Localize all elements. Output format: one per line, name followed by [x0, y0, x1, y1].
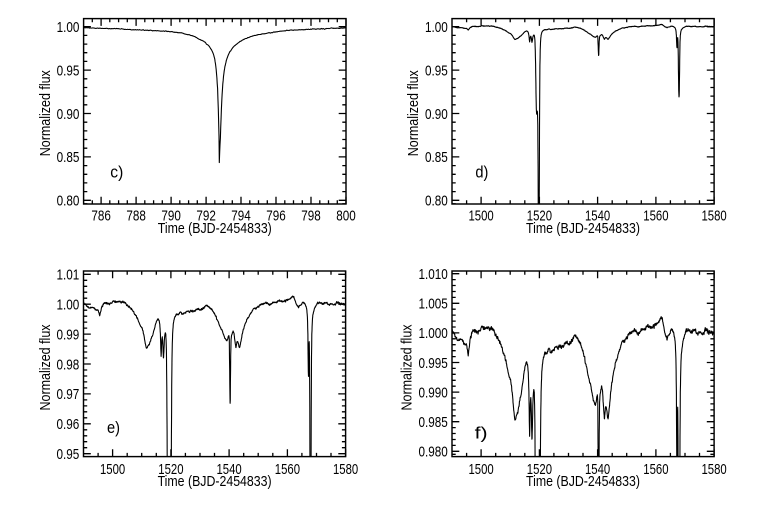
svg-text:792: 792	[196, 207, 216, 224]
svg-text:1520: 1520	[527, 461, 552, 478]
svg-text:0.99: 0.99	[57, 326, 80, 343]
svg-text:798: 798	[301, 207, 321, 224]
svg-text:800: 800	[336, 207, 356, 224]
svg-text:0.995: 0.995	[419, 355, 448, 372]
svg-text:Normalized flux: Normalized flux	[405, 70, 422, 156]
svg-text:e): e)	[107, 418, 120, 437]
svg-text:1580: 1580	[702, 207, 727, 224]
svg-text:0.95: 0.95	[57, 62, 80, 79]
svg-text:0.95: 0.95	[57, 446, 80, 463]
svg-text:796: 796	[266, 207, 286, 224]
svg-text:0.90: 0.90	[425, 106, 448, 123]
svg-text:0.90: 0.90	[57, 106, 80, 123]
svg-text:1.01: 1.01	[57, 267, 80, 284]
svg-text:1540: 1540	[585, 461, 610, 478]
svg-text:1500: 1500	[469, 207, 494, 224]
svg-text:1.00: 1.00	[425, 19, 448, 36]
svg-text:1560: 1560	[275, 461, 300, 478]
svg-text:1520: 1520	[158, 461, 183, 478]
svg-text:c): c)	[110, 163, 123, 182]
svg-text:794: 794	[231, 207, 251, 224]
svg-text:0.98: 0.98	[57, 356, 80, 373]
svg-text:790: 790	[161, 207, 181, 224]
svg-text:0.97: 0.97	[57, 386, 80, 403]
svg-text:Time (BJD-2454833): Time (BJD-2454833)	[526, 473, 640, 490]
svg-text:Time (BJD-2454833): Time (BJD-2454833)	[158, 220, 272, 237]
svg-text:Time (BJD-2454833): Time (BJD-2454833)	[526, 220, 640, 237]
svg-text:1.000: 1.000	[419, 325, 448, 342]
svg-text:1500: 1500	[469, 461, 494, 478]
svg-text:Normalized flux: Normalized flux	[399, 324, 416, 410]
svg-text:0.85: 0.85	[425, 149, 448, 166]
svg-text:0.990: 0.990	[419, 384, 448, 401]
svg-text:1540: 1540	[585, 207, 610, 224]
svg-text:1500: 1500	[100, 461, 125, 478]
svg-text:1560: 1560	[643, 461, 668, 478]
svg-text:0.80: 0.80	[425, 193, 448, 210]
svg-text:f): f)	[475, 423, 488, 442]
svg-text:1560: 1560	[643, 207, 668, 224]
svg-text:1.010: 1.010	[419, 266, 448, 283]
svg-text:Normalized flux: Normalized flux	[37, 70, 54, 156]
svg-text:0.95: 0.95	[425, 62, 448, 79]
svg-text:0.85: 0.85	[57, 149, 80, 166]
svg-text:1.005: 1.005	[419, 296, 448, 313]
svg-text:d): d)	[475, 163, 488, 182]
svg-text:1.00: 1.00	[57, 297, 80, 314]
svg-text:1540: 1540	[217, 461, 242, 478]
svg-text:1580: 1580	[333, 461, 358, 478]
svg-text:1.00: 1.00	[57, 19, 80, 36]
svg-text:786: 786	[91, 207, 111, 224]
svg-text:0.985: 0.985	[419, 414, 448, 431]
svg-text:788: 788	[126, 207, 146, 224]
svg-text:1520: 1520	[527, 207, 552, 224]
svg-text:0.96: 0.96	[57, 416, 80, 433]
svg-text:0.980: 0.980	[419, 444, 448, 461]
svg-text:1580: 1580	[702, 461, 727, 478]
svg-text:Time (BJD-2454833): Time (BJD-2454833)	[158, 473, 272, 490]
svg-text:0.80: 0.80	[57, 193, 80, 210]
svg-text:Normalized flux: Normalized flux	[37, 324, 54, 410]
